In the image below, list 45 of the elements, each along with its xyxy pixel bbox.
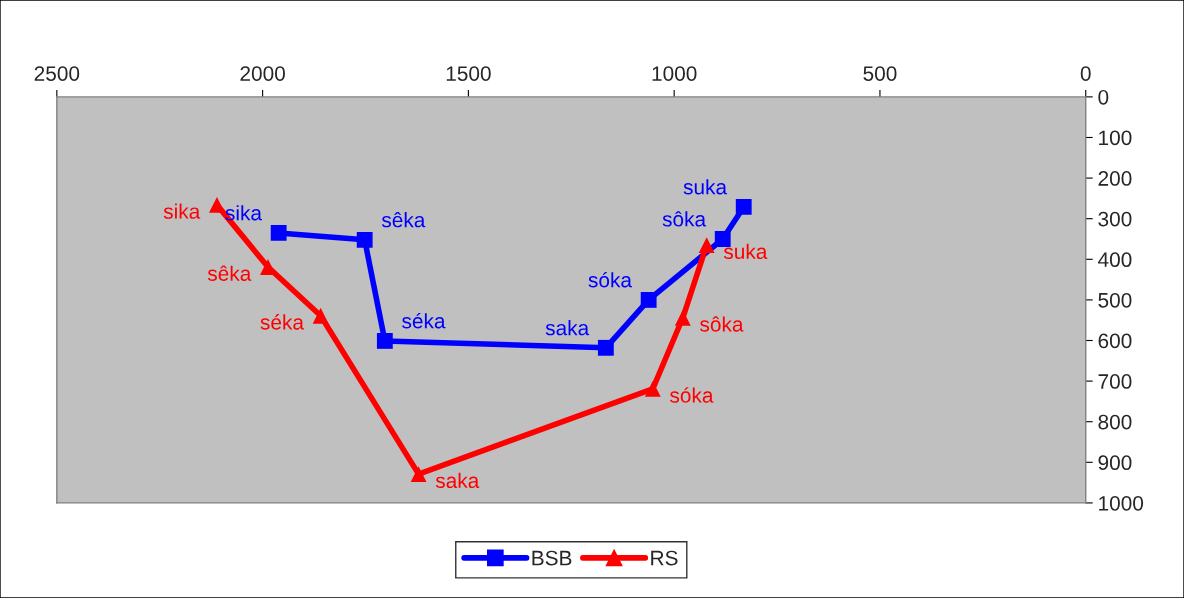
legend-label: BSB [532,550,572,566]
data-label: suka [683,179,728,195]
y-tick-label: 700 [1098,374,1132,389]
data-label: séka [260,314,304,330]
point [644,380,661,397]
x-tick-label: 2500 [34,66,80,81]
x-tick-label: 2000 [240,66,285,81]
point [597,339,614,356]
legend-label: RS [651,550,678,566]
point [410,466,427,483]
point [356,231,373,248]
y-tick-label: 600 [1098,333,1132,349]
x-tick-label: 1000 [652,66,697,81]
point [698,237,715,253]
point [735,199,752,215]
y-tick-label: 0 [1098,89,1109,105]
data-label: saka [545,320,590,336]
y-tick-label: 900 [1098,455,1132,471]
y-tick-label: 400 [1098,252,1132,268]
data-label: suka [723,243,768,260]
x-tick-label: 1500 [446,66,491,81]
data-label: sika [225,205,262,221]
data-label: sêka [381,211,426,228]
x-tick-label: 0 [1080,66,1091,81]
y-tick-label: 1000 [1099,495,1144,511]
point [312,307,329,324]
point [640,291,657,308]
y-tick-label: 300 [1098,211,1132,227]
point [270,224,287,241]
data-label: sóka [588,271,632,288]
point [209,196,225,213]
data-label: sóka [670,387,714,403]
data-label: sêka [207,265,252,281]
y-tick-label: 800 [1098,414,1132,430]
data-label: sôka [662,211,707,227]
data-label: séka [402,312,446,329]
data-label: sôka [700,316,744,332]
x-tick-label: 500 [863,66,897,81]
y-tick-label: 100 [1099,130,1132,146]
point [376,332,393,349]
y-tick-label: 200 [1098,171,1132,186]
point [674,309,691,326]
data-label: saka [435,472,480,489]
data-label: sika [163,203,201,219]
y-tick-label: 500 [1098,292,1132,308]
